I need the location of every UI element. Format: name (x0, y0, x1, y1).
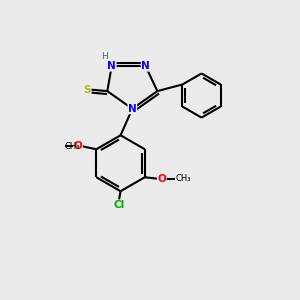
Text: N: N (107, 61, 116, 71)
Text: N: N (141, 61, 150, 71)
Text: CH₃: CH₃ (176, 174, 191, 183)
Text: H: H (101, 52, 108, 61)
Text: N: N (128, 104, 137, 114)
Text: Cl: Cl (113, 200, 125, 210)
Text: O: O (74, 141, 82, 151)
Text: CH₃: CH₃ (65, 142, 80, 151)
Text: O: O (158, 174, 166, 184)
Text: S: S (83, 85, 91, 94)
